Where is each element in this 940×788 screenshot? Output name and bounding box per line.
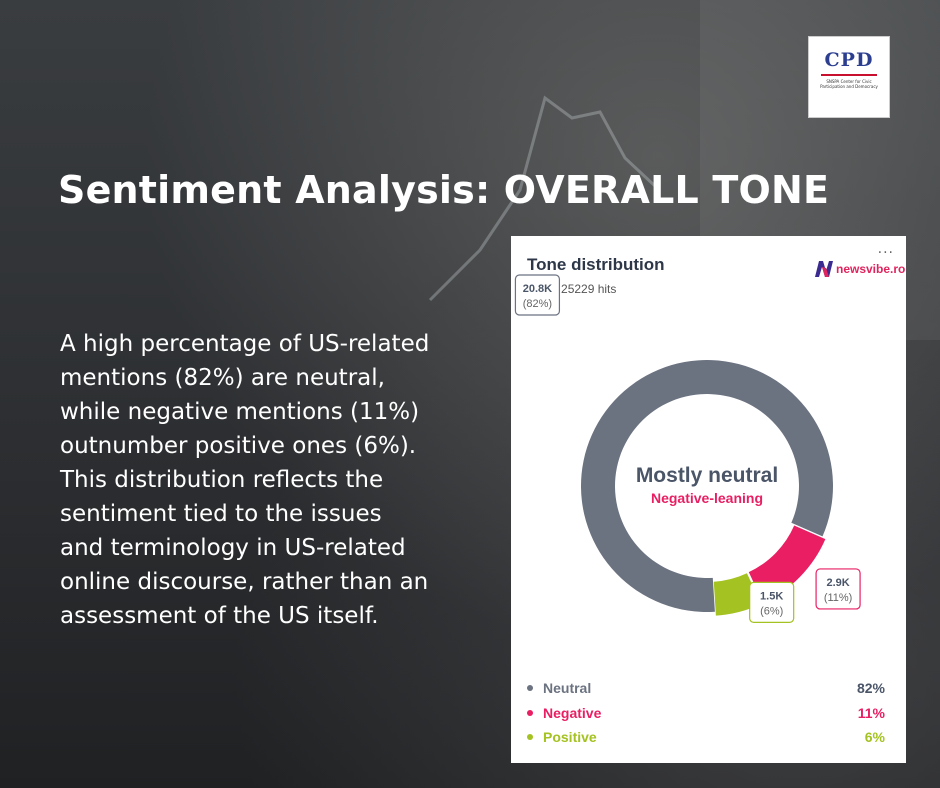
callout-percent-label: (82%): [523, 298, 552, 310]
chart-legend: Neutral 82% Negative 11% Positive 6%: [527, 676, 885, 750]
newsvibe-logo: newsvibe.ro: [814, 260, 905, 278]
chart-center-sublabel: Negative-leaning: [651, 490, 763, 506]
logo-rule: [821, 74, 877, 76]
callout-box-neutral: [514, 274, 561, 316]
body-line: mentions (82%) are neutral,: [60, 365, 385, 391]
newsvibe-n-icon: [815, 261, 833, 277]
body-line: outnumber positive ones (6%).: [60, 433, 417, 459]
legend-dot-icon: [527, 685, 533, 692]
card-title: Tone distribution: [527, 255, 665, 274]
body-line: online discourse, rather than an: [60, 569, 429, 595]
body-line: A high percentage of US-related: [60, 331, 430, 357]
body-paragraph: A high percentage of US-related mentions…: [60, 327, 480, 633]
legend-item-neutral: Neutral 82%: [527, 676, 885, 701]
body-line: sentiment tied to the issues: [60, 501, 382, 527]
legend-value: 11%: [857, 704, 885, 721]
legend-label: Positive: [543, 729, 597, 746]
body-line: while negative mentions (11%): [60, 399, 420, 425]
body-line: This distribution reflects the: [60, 467, 384, 493]
body-line: and terminology in US-related: [60, 535, 406, 561]
callout-percent-label: (11%): [824, 592, 853, 604]
donut-chart: 20.8K (82%) 2.9K (11%) 1.5K (6%) Mostly neutr…: [514, 274, 861, 623]
legend-value: 82%: [856, 680, 885, 697]
legend-dot-icon: [527, 734, 533, 741]
legend-item-positive: Positive 6%: [527, 725, 885, 750]
legend-label: Neutral: [543, 680, 592, 697]
chart-center-label: Mostly neutral: [636, 464, 778, 487]
body-line: assessment of the US itself.: [60, 603, 379, 629]
legend-item-negative: Negative 11%: [527, 701, 885, 726]
logo-subtitle: SNSPA Center for Civic Participation and…: [820, 79, 878, 89]
more-dots-icon[interactable]: ···: [877, 245, 894, 261]
callout-box-negative: [815, 568, 861, 610]
callout-count-label: 1.5K: [760, 590, 783, 602]
callout-percent-label: (6%): [760, 605, 783, 617]
cpd-logo: CPD SNSPA Center for Civic Participation…: [808, 36, 890, 118]
newsvibe-brand: newsvibe.ro: [836, 262, 906, 276]
tone-distribution-card: ··· Tone distribution within 25229 hits …: [511, 236, 906, 763]
callout-count-label: 2.9K: [826, 577, 849, 589]
page-title: Sentiment Analysis: OVERALL TONE: [58, 168, 830, 212]
legend-dot-icon: [527, 709, 533, 716]
legend-value: 6%: [864, 729, 885, 746]
callout-count-label: 20.8K: [523, 283, 552, 295]
legend-label: Negative: [543, 704, 602, 721]
logo-title: CPD: [824, 49, 874, 71]
callout-box-positive: [749, 581, 795, 623]
